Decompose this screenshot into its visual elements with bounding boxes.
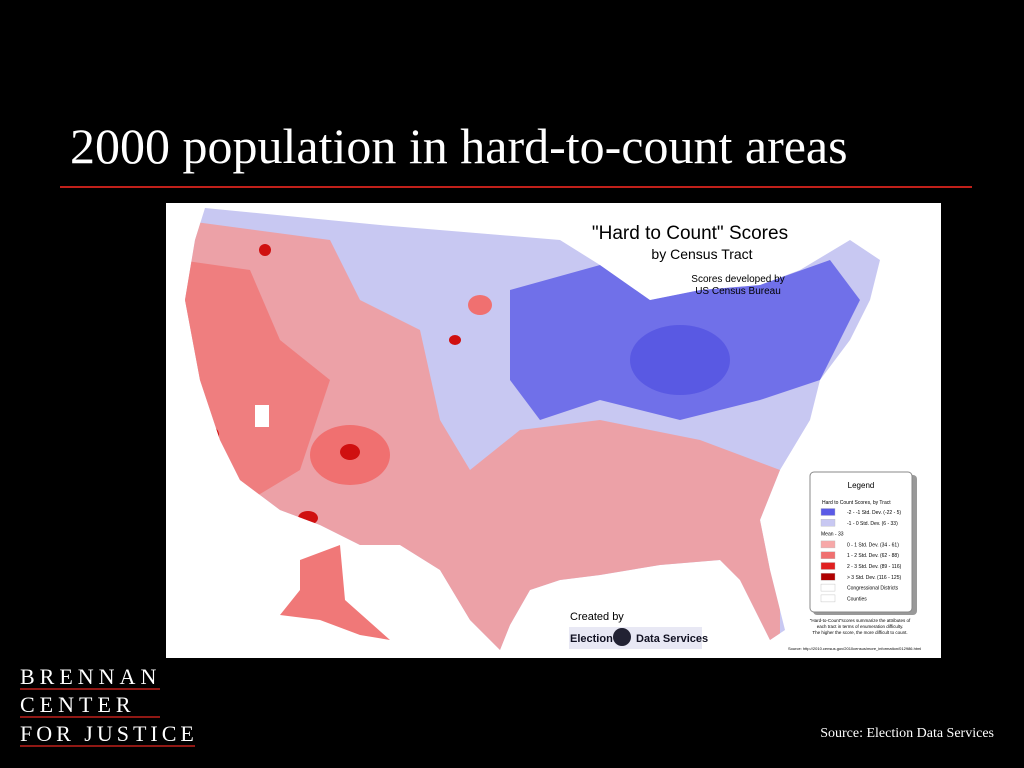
logo: BRENNAN CENTER FOR JUSTICE: [20, 664, 198, 747]
map-subtitle: by Census Tract: [651, 246, 752, 262]
legend: Legend Hard to Count Scores, by Tract -2…: [809, 471, 917, 615]
map-regions: [185, 208, 880, 650]
legend-label: 2 - 3 Std. Dev. (89 - 116): [847, 564, 902, 570]
legend-swatch: [820, 508, 836, 516]
map-credit: Scores developed by: [691, 274, 784, 285]
slide-title: 2000 population in hard-to-count areas: [70, 118, 848, 174]
legend-label: Mean - 33: [821, 532, 844, 538]
map: "Hard to Count" Scores by Census Tract S…: [166, 203, 941, 658]
legend-title: Legend: [848, 481, 875, 490]
creator-logo-icon: [613, 628, 631, 646]
legend-label: Congressional Districts: [847, 586, 899, 592]
legend-box: [809, 471, 913, 613]
legend-label: Counties: [847, 596, 867, 602]
legend-label: -2 - -1 Std. Dev. (-22 - 5): [847, 510, 901, 516]
legend-note: The higher the score, the more difficult…: [812, 630, 907, 635]
created-by: Created by: [570, 611, 624, 623]
logo-text: BRENNAN: [20, 664, 161, 689]
logo-text: CENTER: [20, 692, 136, 717]
legend-swatch: [820, 583, 836, 592]
legend-swatch: [820, 540, 836, 549]
map-credit: US Census Bureau: [695, 286, 781, 297]
legend-swatch: [820, 594, 836, 603]
legend-label: > 3 Std. Dev. (116 - 125): [847, 575, 901, 581]
creator-name: Election: [570, 633, 613, 645]
logo-text: FOR JUSTICE: [20, 721, 198, 746]
legend-label: 1 - 2 Std. Dev. (62 - 88): [847, 553, 899, 559]
legend-swatch: [820, 562, 836, 570]
legend-swatch: [820, 573, 836, 581]
creator-logo-bg: [569, 627, 702, 649]
creator-name: Data Services: [636, 633, 708, 645]
map-source: Source: http://2010.census.gov/2010censu…: [788, 646, 921, 651]
legend-swatch: [820, 551, 836, 559]
alaska: [280, 545, 390, 640]
map-title: "Hard to Count" Scores: [592, 223, 788, 244]
legend-label: 0 - 1 Std. Dev. (34 - 61): [847, 542, 899, 548]
slide-source: Source: Election Data Services: [820, 726, 994, 741]
legend-note: "Hard-to-Count"scores summarize the attr…: [810, 618, 911, 623]
legend-label: -1 - 0 Std. Dev. (6 - 33): [847, 521, 898, 527]
legend-note: each tract in terms of enumeration diffi…: [817, 624, 904, 629]
legend-heading: Hard to Count Scores, by Tract: [822, 500, 891, 506]
legend-swatch: [820, 519, 836, 527]
